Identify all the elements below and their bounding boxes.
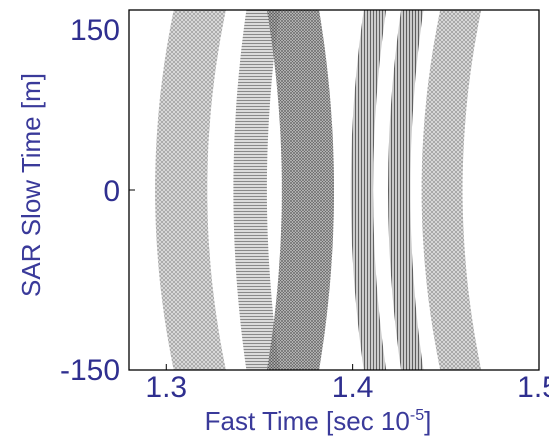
y-axis-label: SAR Slow Time [m] <box>16 73 46 297</box>
y-tick-label: -150 <box>60 354 120 387</box>
image-bands <box>155 10 482 370</box>
y-tick-label: 0 <box>103 175 120 208</box>
x-axis-label: Fast Time [sec 10-5] <box>205 406 432 436</box>
x-tick-label: 1.5 <box>517 371 549 404</box>
y-ticks: 150 0 -150 <box>60 9 135 387</box>
x-axis-label-main: Fast Time [sec 10 <box>205 406 410 436</box>
signal-band <box>155 10 226 370</box>
signal-band <box>421 10 482 370</box>
signal-band <box>266 10 334 370</box>
signal-band <box>233 10 280 370</box>
signal-band <box>388 10 424 370</box>
y-tick-label: 150 <box>70 14 120 47</box>
x-tick-label: 1.4 <box>332 371 374 404</box>
signal-band <box>350 10 387 370</box>
x-ticks: 1.3 1.4 1.5 <box>145 364 549 404</box>
x-axis-label-sup: -5 <box>410 407 424 424</box>
x-tick-label: 1.3 <box>145 371 187 404</box>
x-axis-label-end: ] <box>424 406 431 436</box>
